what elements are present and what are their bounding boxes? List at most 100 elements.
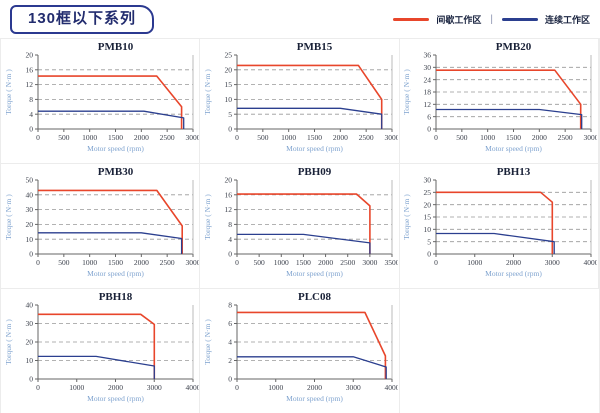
x-tick-label: 3500 xyxy=(384,258,398,267)
chart-pbh09: 0 4 8 12 16 20 0 500 1000 1500 2000 2500 3000 3500 PBH… xyxy=(203,166,398,278)
series-continuous-line xyxy=(37,110,185,129)
series-intermittent-line xyxy=(37,75,183,129)
x-tick-label: 3000 xyxy=(185,133,199,142)
y-tick-label: 30 xyxy=(424,63,432,72)
chart-panel-pmb20: 0 6 12 18 24 30 36 0 500 1000 1500 2000 2500 3000 PMB2… xyxy=(399,39,599,164)
x-tick-label: 0 xyxy=(235,258,239,267)
y-axis-label: Torque ( N·m ) xyxy=(402,69,411,115)
y-tick-label: 30 xyxy=(25,205,33,214)
x-tick-label: 1500 xyxy=(108,133,123,142)
x-tick-label: 1000 xyxy=(468,258,483,267)
x-axis-label: Motor speed (rpm) xyxy=(286,269,343,278)
x-tick-label: 1000 xyxy=(69,383,84,392)
x-tick-label: 3000 xyxy=(185,258,199,267)
x-tick-label: 1500 xyxy=(506,133,521,142)
empty-panel xyxy=(399,289,599,413)
chart-title: PMB20 xyxy=(496,41,532,53)
x-tick-label: 1500 xyxy=(307,133,322,142)
x-tick-label: 500 xyxy=(254,258,266,267)
x-tick-label: 4000 xyxy=(384,383,398,392)
y-tick-label: 8 xyxy=(228,301,232,310)
series-continuous-line xyxy=(37,232,182,254)
chart-title: PMB10 xyxy=(97,41,133,53)
x-tick-label: 3000 xyxy=(362,258,377,267)
y-tick-label: 15 xyxy=(424,213,432,222)
x-tick-label: 3000 xyxy=(584,133,598,142)
y-tick-label: 12 xyxy=(25,80,33,89)
x-axis-label: Motor speed (rpm) xyxy=(286,394,343,403)
page-title: 130框以下系列 xyxy=(10,4,155,34)
y-tick-label: 12 xyxy=(424,100,432,109)
series-continuous-line xyxy=(236,107,383,129)
chart-pmb15: 0 5 10 15 20 25 0 500 1000 1500 2000 2500 3000 PMB15 M… xyxy=(203,41,398,153)
series-continuous-line xyxy=(236,356,387,379)
x-axis-label: Motor speed (rpm) xyxy=(485,269,542,278)
x-tick-label: 0 xyxy=(36,258,40,267)
series-intermittent-line xyxy=(236,311,387,379)
legend-label-continuous: 连续工作区 xyxy=(544,14,590,25)
x-axis-label: Motor speed (rpm) xyxy=(87,144,144,153)
y-tick-label: 30 xyxy=(424,176,432,185)
chart-panel-pmb10: 0 4 8 12 16 20 0 500 1000 1500 2000 2500 3000 PMB10 Mo… xyxy=(1,39,201,164)
y-tick-label: 20 xyxy=(25,51,33,60)
y-axis-label: Torque ( N·m ) xyxy=(4,319,13,365)
y-tick-label: 40 xyxy=(25,190,33,199)
y-tick-label: 2 xyxy=(228,356,232,365)
chart-title: PBH18 xyxy=(98,291,132,303)
y-tick-label: 0 xyxy=(428,125,432,134)
x-tick-label: 3000 xyxy=(346,383,361,392)
header: 130框以下系列 间歇工作区 | 连续工作区 xyxy=(0,0,600,38)
y-tick-label: 8 xyxy=(29,95,33,104)
x-axis-label: Motor speed (rpm) xyxy=(87,394,144,403)
y-tick-label: 0 xyxy=(228,375,232,384)
y-tick-label: 25 xyxy=(424,188,432,197)
x-tick-label: 500 xyxy=(58,133,70,142)
chart-title: PLC08 xyxy=(298,291,332,303)
y-tick-label: 20 xyxy=(424,200,432,209)
x-tick-label: 2000 xyxy=(318,258,333,267)
series-intermittent-line xyxy=(236,193,371,254)
series-continuous-line xyxy=(236,233,371,254)
y-tick-label: 16 xyxy=(224,190,232,199)
y-tick-label: 5 xyxy=(228,110,232,119)
x-tick-label: 500 xyxy=(58,258,70,267)
chart-pbh18: 0 10 20 30 40 0 1000 2000 3000 4000 PBH18 Motor spe… xyxy=(4,291,199,403)
chart-plc08: 0 2 4 6 8 0 1000 2000 3000 4000 PLC08 Motor speed (… xyxy=(203,291,398,403)
series-intermittent-line xyxy=(37,313,155,379)
y-tick-label: 15 xyxy=(224,80,232,89)
y-tick-label: 0 xyxy=(228,250,232,259)
y-tick-label: 30 xyxy=(25,319,33,328)
x-tick-label: 1000 xyxy=(480,133,495,142)
x-tick-label: 0 xyxy=(36,383,40,392)
chart-pbh13: 0 5 10 15 20 25 30 0 1000 2000 3000 4000 PBH13 Motor … xyxy=(402,166,597,278)
chart-title: PBH09 xyxy=(298,166,332,178)
x-tick-label: 0 xyxy=(235,133,239,142)
y-tick-label: 5 xyxy=(428,237,432,246)
chart-title: PBH13 xyxy=(497,166,531,178)
x-tick-label: 1000 xyxy=(281,133,296,142)
y-tick-label: 16 xyxy=(25,65,33,74)
legend: 间歇工作区 | 连续工作区 xyxy=(393,13,590,26)
y-tick-label: 20 xyxy=(25,338,33,347)
series-continuous-line xyxy=(37,355,155,379)
x-tick-label: 2000 xyxy=(333,133,348,142)
x-tick-label: 2500 xyxy=(340,258,355,267)
y-axis-label: Torque ( N·m ) xyxy=(203,69,212,115)
chart-pmb10: 0 4 8 12 16 20 0 500 1000 1500 2000 2500 3000 PMB10 Mo… xyxy=(4,41,199,153)
x-tick-label: 1000 xyxy=(82,133,97,142)
y-tick-label: 10 xyxy=(224,95,232,104)
y-tick-label: 40 xyxy=(25,301,33,310)
series-intermittent-line xyxy=(436,191,554,254)
y-axis-label: Torque ( N·m ) xyxy=(4,69,13,115)
y-axis-label: Torque ( N·m ) xyxy=(203,194,212,240)
x-tick-label: 1000 xyxy=(274,258,289,267)
y-tick-label: 0 xyxy=(29,250,33,259)
y-tick-label: 6 xyxy=(428,112,432,121)
y-axis-label: Torque ( N·m ) xyxy=(203,319,212,365)
series-intermittent-line xyxy=(236,64,383,129)
x-tick-label: 2000 xyxy=(506,258,521,267)
y-tick-label: 20 xyxy=(25,220,33,229)
y-tick-label: 0 xyxy=(228,125,232,134)
